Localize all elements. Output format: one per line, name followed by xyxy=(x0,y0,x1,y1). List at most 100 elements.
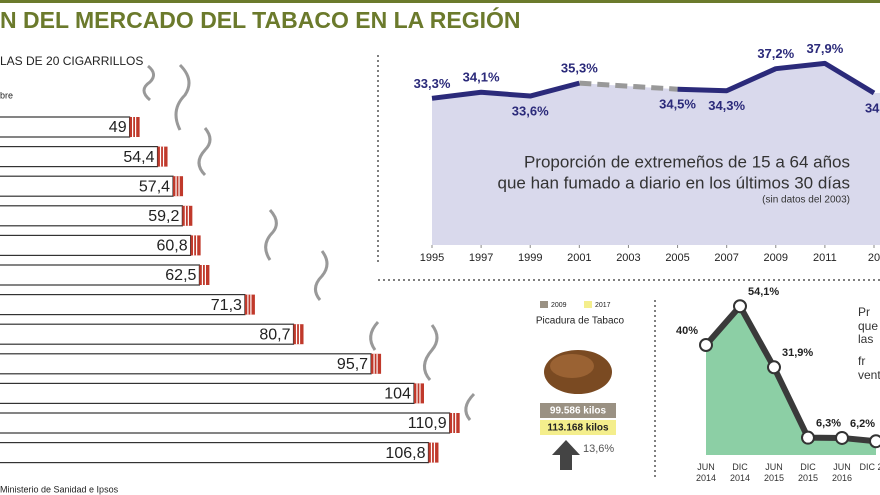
smoke-wisp xyxy=(174,63,191,131)
area xyxy=(432,63,880,245)
value-label: 60,8 xyxy=(156,238,187,255)
cigarette-tip xyxy=(413,383,424,404)
legend-label: 2009 xyxy=(551,302,567,309)
gap-connector xyxy=(579,80,678,92)
value-label: 99.586 kilos xyxy=(550,406,607,417)
x-tick-label: JUN 2016 xyxy=(831,462,853,483)
marker xyxy=(835,430,849,445)
marker xyxy=(767,360,781,375)
annotation: (sin datos del 2003) xyxy=(762,195,850,206)
value-label: 6,3% xyxy=(816,418,841,430)
cigarette-tip xyxy=(190,235,201,256)
cigarette-tip xyxy=(199,265,210,285)
legend-swatch xyxy=(540,301,548,308)
x-tick-label: 1997 xyxy=(469,252,493,264)
x-tick-label: 2007 xyxy=(714,252,738,264)
subtitle: LAS DE 20 CIGARRILLOS xyxy=(0,54,143,68)
value-label: 110,9 xyxy=(408,415,447,432)
cigarette-tip xyxy=(293,324,304,345)
bar xyxy=(0,412,451,434)
x-tick-label: JUN 2014 xyxy=(695,462,717,483)
value-label: 113.168 kilos xyxy=(547,423,609,434)
annotation: Proporción de extremeños de 15 a 64 años xyxy=(524,152,850,171)
value-label: 106,8 xyxy=(385,445,425,462)
value-label: 37,2% xyxy=(757,46,794,61)
value-label: 57,4 xyxy=(139,178,170,195)
x-tick-label: 2009 xyxy=(764,252,788,264)
bar xyxy=(0,323,295,345)
value-box xyxy=(540,403,616,418)
value-label: 34,1% xyxy=(463,70,500,85)
category-label: Picadura de Tabaco xyxy=(536,316,625,327)
value-label: 34,3% xyxy=(708,98,745,113)
value-label: 95,7 xyxy=(337,356,368,373)
legend-label: 2017 xyxy=(595,302,611,309)
cigarette-tip xyxy=(428,442,439,463)
marker xyxy=(869,434,880,449)
value-label: 54,1% xyxy=(748,286,779,298)
value-label: 6,2% xyxy=(850,418,875,430)
bar xyxy=(0,442,430,464)
x-tick-label: DIC 201 xyxy=(859,462,880,472)
cigarette-tip xyxy=(173,176,184,197)
value-label: 37,9% xyxy=(806,41,843,56)
annotation: fr xyxy=(858,354,865,368)
cigarette-tip xyxy=(244,294,255,315)
value-label: 33,3% xyxy=(414,76,451,91)
value-label: 62,5 xyxy=(165,267,196,284)
value-box xyxy=(540,420,616,435)
bar xyxy=(0,353,372,375)
cigarette-tip xyxy=(157,146,168,167)
annotation: Pr xyxy=(858,305,870,319)
smoke-wisp xyxy=(369,320,380,351)
x-tick-label: 2001 xyxy=(567,252,591,264)
smoke-wisp xyxy=(314,250,329,301)
marker xyxy=(699,338,713,352)
value-label: 34, xyxy=(865,100,880,115)
value-label: 40% xyxy=(676,325,698,337)
value-label: 31,9% xyxy=(782,347,813,359)
smoke-wisp xyxy=(264,208,278,261)
x-tick-label: 2003 xyxy=(616,252,640,264)
smoke-wisp xyxy=(464,392,476,421)
value-label: 104 xyxy=(384,386,411,403)
x-tick-label: JUN 2015 xyxy=(763,462,785,483)
annotation: 13,6% xyxy=(583,443,614,455)
marker xyxy=(801,430,815,445)
bar xyxy=(0,294,246,316)
value-label: 49 xyxy=(109,119,127,136)
page-title: N DEL MERCADO DEL TABACO EN LA REGIÓN xyxy=(0,6,521,33)
value-label: 71,3 xyxy=(211,297,242,314)
annotation: venta xyxy=(858,368,880,382)
area xyxy=(706,306,876,455)
cigarette-tip xyxy=(449,413,460,433)
value-label: 80,7 xyxy=(259,326,290,343)
value-label: 34,5% xyxy=(659,97,696,112)
x-tick-label: DIC 2014 xyxy=(729,462,751,483)
annotation: que han fumado a diario en los últimos 3… xyxy=(497,173,850,192)
annotation: que xyxy=(858,319,878,333)
cigarette-tip xyxy=(371,353,382,374)
marker xyxy=(733,299,747,314)
value-label: 33,6% xyxy=(512,103,549,118)
increase-arrow xyxy=(552,440,580,470)
line xyxy=(431,60,876,101)
x-tick-label: DIC 2015 xyxy=(797,462,819,483)
value-label: 35,3% xyxy=(561,61,598,76)
bar xyxy=(0,382,415,404)
smoke xyxy=(142,63,476,421)
legend-swatch xyxy=(584,301,592,308)
x-tick-label: 1995 xyxy=(420,252,444,264)
x-tick-label: 20 xyxy=(868,252,880,264)
cigarette-tip xyxy=(182,205,193,226)
tobacco-pile xyxy=(550,354,594,378)
x-tick-label: 2011 xyxy=(813,252,837,264)
x-tick-label: 2005 xyxy=(665,252,689,264)
cigarette-tip xyxy=(129,117,140,137)
value-label: 54,4 xyxy=(123,149,154,166)
smoke-wisp xyxy=(423,324,439,381)
top-rule xyxy=(0,0,880,3)
smoke-wisp xyxy=(142,64,155,102)
